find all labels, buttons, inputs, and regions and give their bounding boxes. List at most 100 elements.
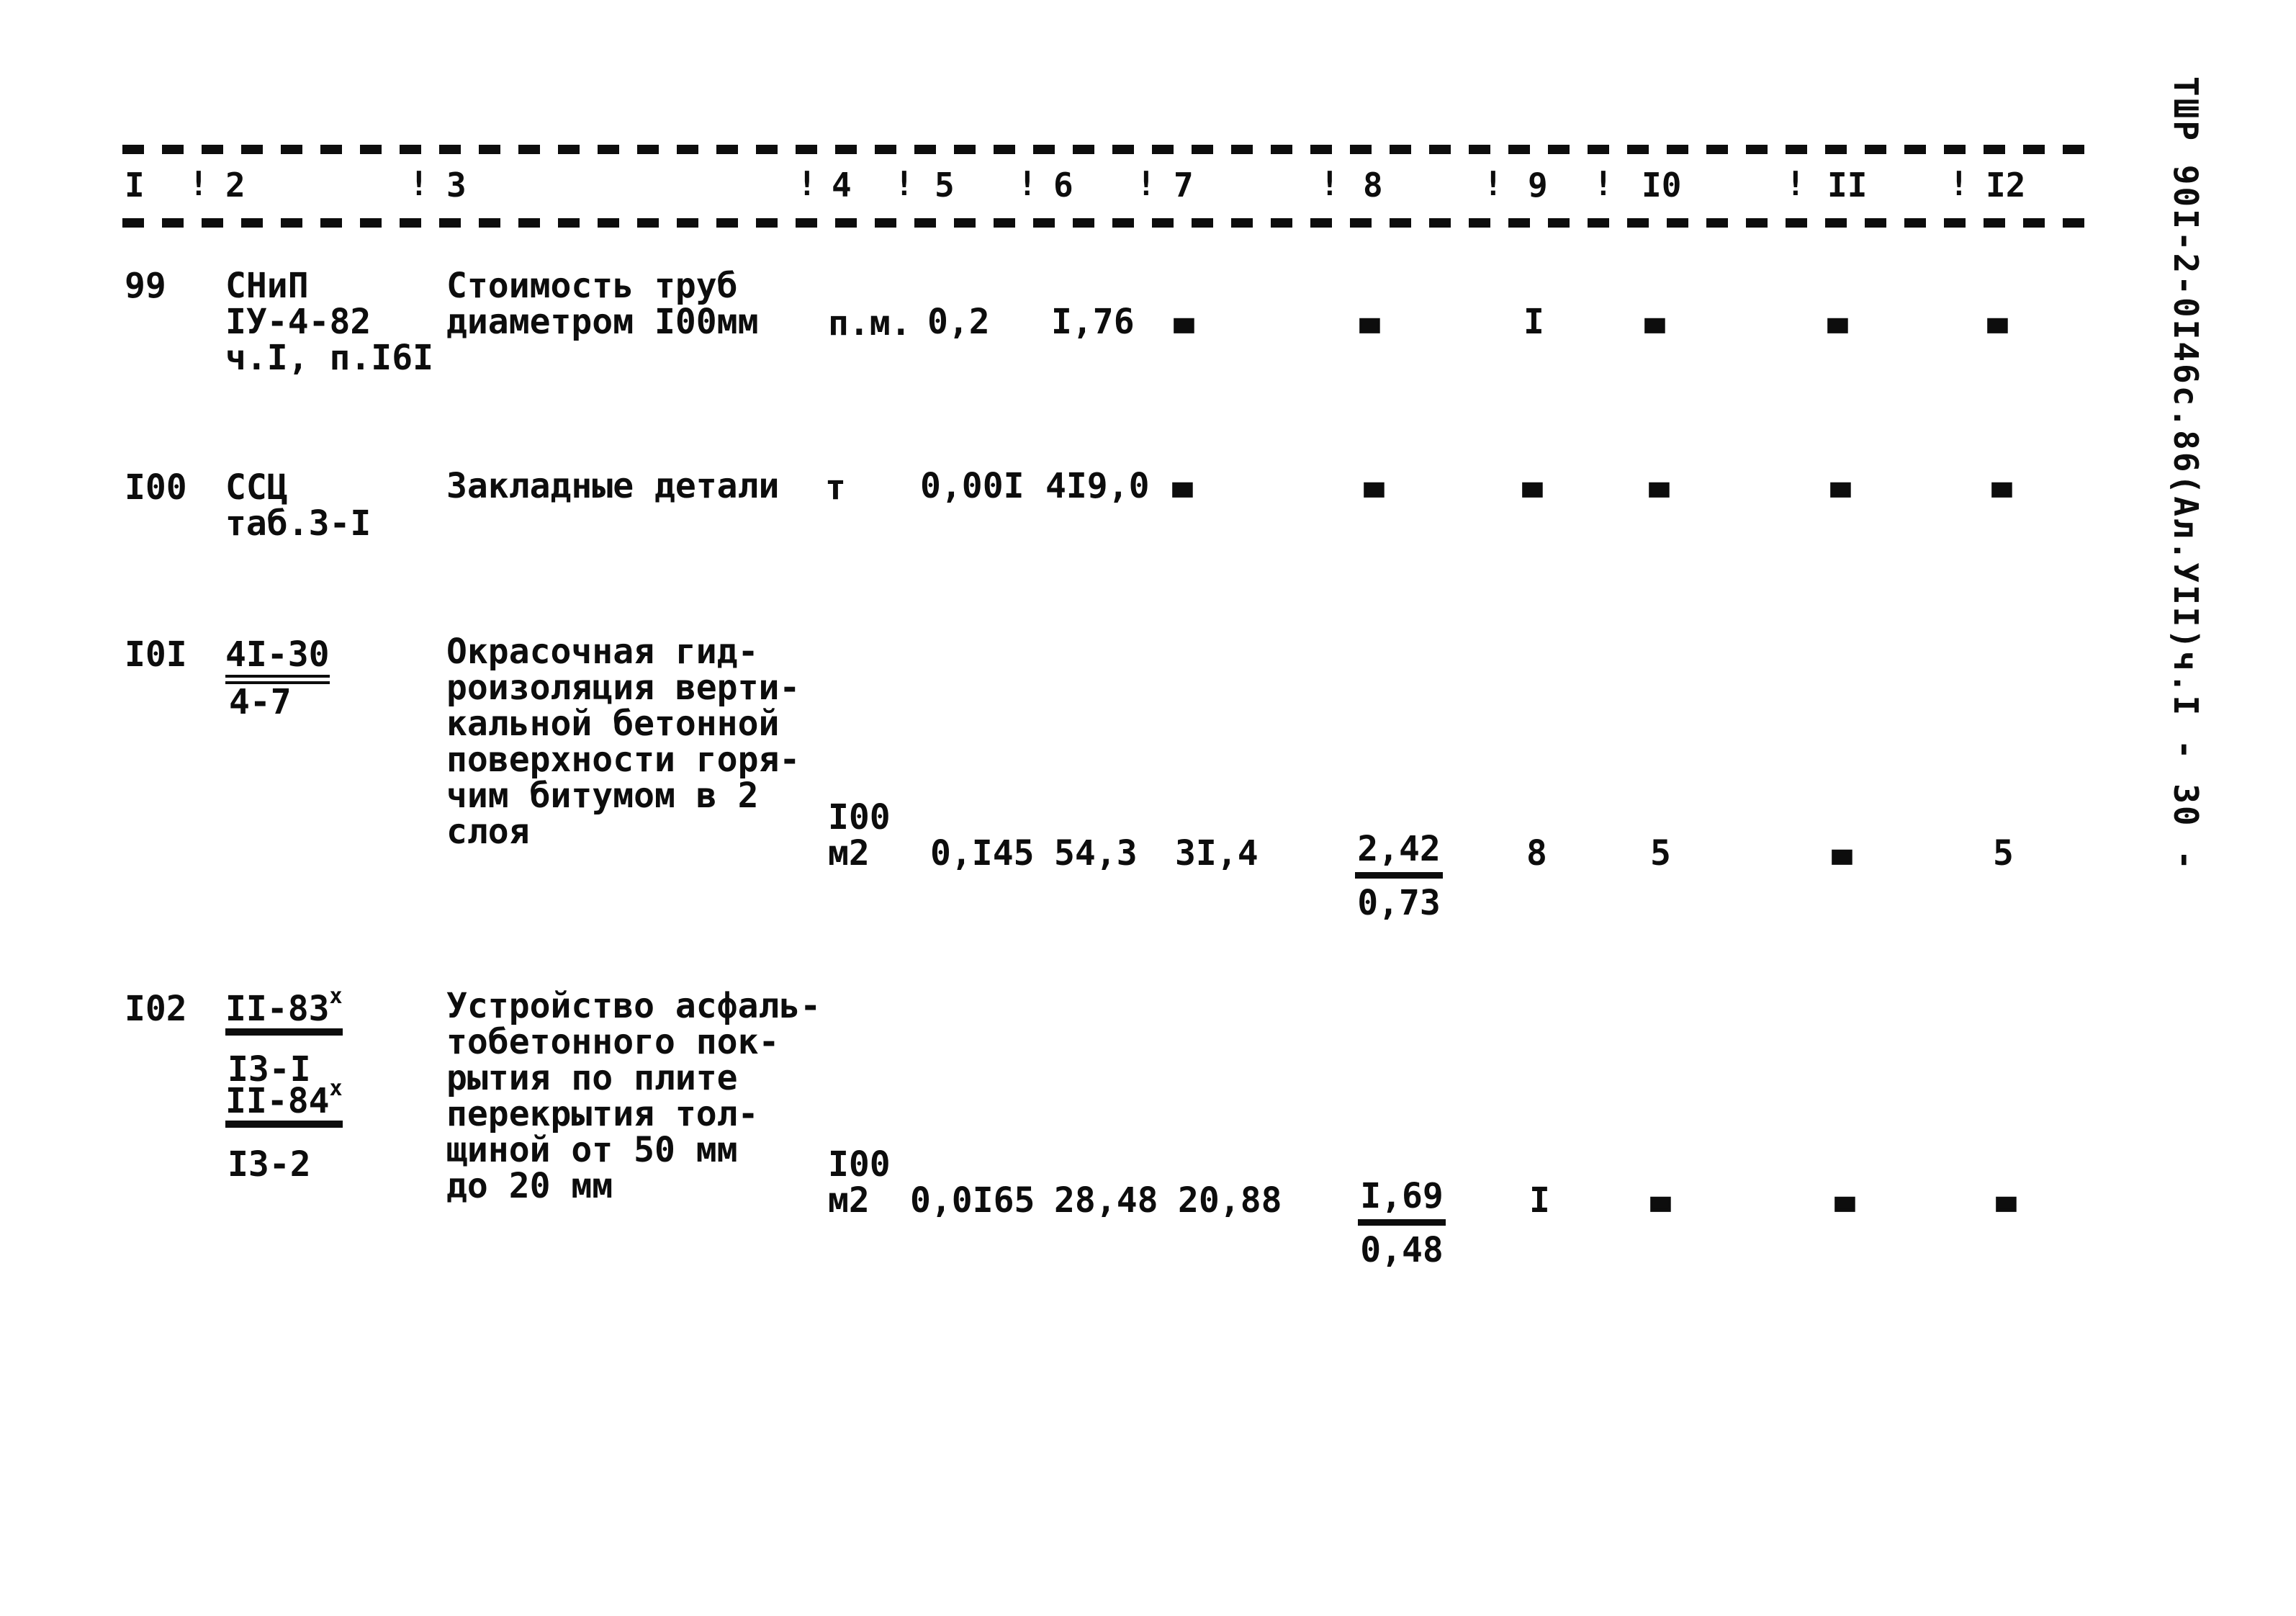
column-header-12: I2 [1986,166,2026,205]
row-102-work-name-line: Устройство асфаль- [446,986,821,1026]
row-102-col5-value: 0,0I65 [910,1180,1035,1221]
row-101-unit-line: I00 [828,797,891,838]
row-101-unit-line: м2 [828,833,870,874]
row-102-basis-frac2-denominator: I3-2 [228,1144,311,1185]
row-102-col7-value: 20,88 [1178,1180,1282,1221]
row-101-work-name-line: поверхности горя- [446,740,801,780]
row-102-basis-frac2-superscript: x [329,1076,343,1101]
column-header-2: 2 [225,166,246,205]
row-102-number: I02 [125,989,187,1029]
row-102-basis-frac2-numerator: II-84x [225,1078,343,1128]
row-99-unit: п.м. [828,303,911,344]
dashed-rule-top [122,145,2095,154]
row-102-basis-frac1-code: II-83 [225,989,330,1029]
row-101-col8-denominator: 0,73 [1357,883,1441,923]
column-header-10: I0 [1642,166,1682,205]
row-101-basis-numerator: 4I-30 [225,637,330,684]
row-99-col9-value: I [1523,302,1544,342]
column-header-8: 8 [1363,166,1383,205]
row-101-work-name-line: Окрасочная гид- [446,632,759,672]
row-100-col7-value: - [1163,437,1202,535]
row-102-col12-value: - [1987,1152,2025,1249]
row-102-basis-frac2-code: II-84 [225,1081,330,1121]
row-99-col5-value: 0,2 [927,302,990,342]
row-101-col8-fraction: 2,42 0,73 [1352,831,1446,921]
column-header-11: II [1827,166,1868,205]
row-100-col9-value: - [1513,437,1552,535]
row-99-basis-line: IУ-4-82 [225,302,372,342]
row-101-col12-value: 5 [1993,833,2014,874]
row-100-col10-value: - [1640,437,1678,535]
row-101-col5-value: 0,I45 [930,833,1035,874]
dashed-rule-bottom [122,218,2095,228]
row-102-unit-line: I00 [828,1144,891,1185]
row-102-col10-value: - [1642,1152,1680,1249]
row-100-col8-value: - [1355,437,1393,535]
header-separator: ! [797,164,817,203]
row-101-work-name-line: кальной бетонной [446,704,780,744]
row-101-col9-value: 8 [1526,833,1547,874]
row-102-work-name-line: тобетонного пок- [446,1022,780,1062]
row-99-work-name-line: диаметром I00мм [446,302,759,342]
row-102-col11-value: - [1826,1152,1864,1249]
header-separator: ! [1949,164,1969,203]
column-header-1: I [125,166,145,205]
row-102-col9-value: I [1529,1180,1550,1221]
column-header-5: 5 [935,166,955,205]
column-header-7: 7 [1174,166,1194,205]
row-101-col6-value: 54,3 [1054,833,1138,874]
row-99-col11-value: - [1819,273,1857,371]
row-101-col8-numerator: 2,42 [1355,831,1443,879]
row-99-col6-value: I,76 [1051,302,1135,342]
header-separator: ! [1136,164,1156,203]
row-100-work-name-line: Закладные детали [446,466,780,506]
document-designation-side-label: ТШР 90I-2-0I46с.86(Ал.УII)ч.I - 30 - [2166,76,2205,872]
row-100-unit: т [825,467,846,508]
row-102-basis-frac1-superscript: x [329,984,343,1009]
header-separator: ! [1593,164,1613,203]
row-99-col8-value: - [1351,273,1389,371]
row-101-col11-value: - [1823,804,1861,902]
row-101-work-name-line: слоя [446,812,530,852]
row-102-work-name-line: щиной от 50 мм [446,1130,738,1170]
row-99-basis-line: СНиП [225,266,309,306]
header-separator: ! [894,164,914,203]
row-100-col12-value: - [1983,437,2021,535]
row-102-work-name-line: рытия по плите [446,1058,738,1098]
row-100-col11-value: - [1822,437,1860,535]
row-102-work-name-line: до 20 мм [446,1166,613,1206]
row-101-number: I0I [125,634,187,675]
row-102-col8-fraction: I,69 0,48 [1355,1178,1449,1268]
row-100-col5-value: 0,00I [920,466,1025,506]
row-100-basis-line: таб.3-I [225,503,372,544]
row-102-col8-numerator: I,69 [1358,1178,1446,1226]
row-100-number: I00 [125,467,187,508]
row-99-number: 99 [125,266,166,306]
header-separator: ! [1483,164,1503,203]
column-header-6: 6 [1053,166,1073,205]
row-102-work-name-line: перекрытия тол- [446,1094,759,1134]
row-102-basis-frac1-denominator: I3-I [228,1049,311,1090]
row-101-col7-value: 3I,4 [1175,833,1259,874]
header-separator: ! [409,164,429,203]
row-102-unit-line: м2 [828,1180,870,1221]
column-header-9: 9 [1528,166,1548,205]
header-separator: ! [1017,164,1037,203]
row-99-work-name-line: Стоимость труб [446,266,738,306]
row-102-col8-denominator: 0,48 [1360,1230,1444,1270]
row-101-work-name-line: роизоляция верти- [446,668,801,708]
row-101-col10-value: 5 [1650,833,1671,874]
row-99-basis-line: ч.I, п.I6I [225,338,433,378]
column-header-4: 4 [832,166,852,205]
header-separator: ! [1786,164,1806,203]
row-102-basis-frac1-numerator: II-83x [225,986,343,1036]
row-101-work-name-line: чим битумом в 2 [446,776,759,816]
row-99-col12-value: - [1978,273,2017,371]
header-separator: ! [189,164,209,203]
row-100-col6-value: 4I9,0 [1045,466,1150,506]
row-99-col10-value: - [1636,273,1674,371]
row-99-col7-value: - [1165,273,1203,371]
column-header-3: 3 [446,166,467,205]
row-101-basis-denominator: 4-7 [229,682,292,722]
